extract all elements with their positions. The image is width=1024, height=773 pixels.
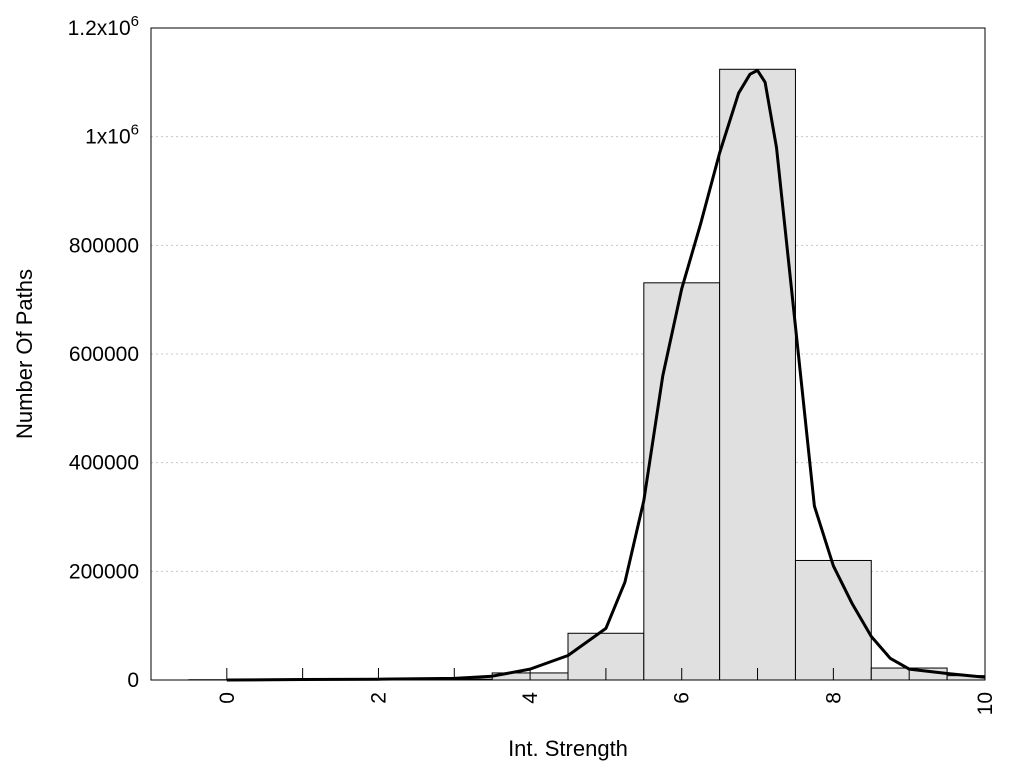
x-axis-label: Int. Strength <box>508 736 628 761</box>
x-tick-label: 6 <box>671 692 694 704</box>
x-tick-label: 8 <box>822 692 845 704</box>
y-tick-label: 800000 <box>69 234 139 257</box>
bars <box>189 69 985 680</box>
bar <box>795 560 871 680</box>
y-tick-label: 1x106 <box>85 122 139 149</box>
y-axis-label: Number Of Paths <box>12 269 37 439</box>
y-tick-label: 200000 <box>69 560 139 583</box>
y-tick-label: 1.2x106 <box>68 13 139 40</box>
bar <box>644 283 720 680</box>
x-tick-label: 2 <box>367 692 390 704</box>
y-tick-labels: 0 200000 400000 600000 800000 1x106 1.2x106 <box>68 13 139 692</box>
y-tick-label: 400000 <box>69 452 139 475</box>
x-tick-label: 10 <box>974 692 997 715</box>
x-tick-label: 0 <box>216 692 239 704</box>
bar <box>720 69 796 680</box>
grid-lines <box>151 137 985 572</box>
y-tick-label: 0 <box>127 669 139 692</box>
x-tick-label: 4 <box>519 692 542 704</box>
x-tick-labels: 0 2 4 6 8 10 <box>216 692 997 716</box>
y-tick-label: 600000 <box>69 343 139 366</box>
